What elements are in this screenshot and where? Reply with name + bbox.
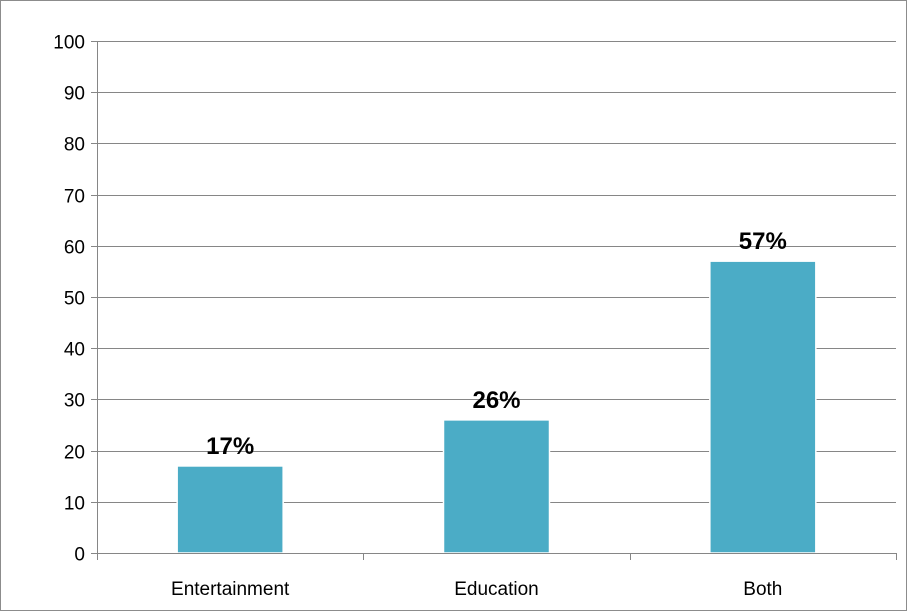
y-tick-label-20: 20: [64, 443, 85, 464]
data-label-education: 26%: [472, 387, 520, 414]
y-tick-label-70: 70: [64, 187, 85, 208]
x-tick-label-education: Education: [454, 579, 539, 600]
y-tick-label-0: 0: [74, 545, 85, 566]
bar-both: [709, 260, 817, 554]
bar-entertainment: [176, 465, 284, 554]
y-tick-label-80: 80: [64, 135, 85, 156]
data-label-both: 57%: [739, 228, 787, 255]
x-tick-label-both: Both: [743, 579, 782, 600]
y-tick-label-90: 90: [64, 84, 85, 105]
y-tick-label-30: 30: [64, 391, 85, 412]
y-tick-label-10: 10: [64, 494, 85, 515]
gridlines: [97, 41, 896, 503]
axes: [91, 41, 897, 560]
y-tick-label-100: 100: [53, 33, 85, 54]
labels: 0 10 20 30 40 50 60 70 80 90 100 17% Entertainment 26…: [53, 33, 787, 601]
data-label-entertainment: 17%: [206, 433, 254, 460]
y-tick-label-60: 60: [64, 238, 85, 259]
x-tick-label-entertainment: Entertainment: [171, 579, 290, 600]
bar-education: [442, 419, 551, 554]
y-tick-label-50: 50: [64, 289, 85, 310]
y-tick-label-40: 40: [64, 340, 85, 361]
